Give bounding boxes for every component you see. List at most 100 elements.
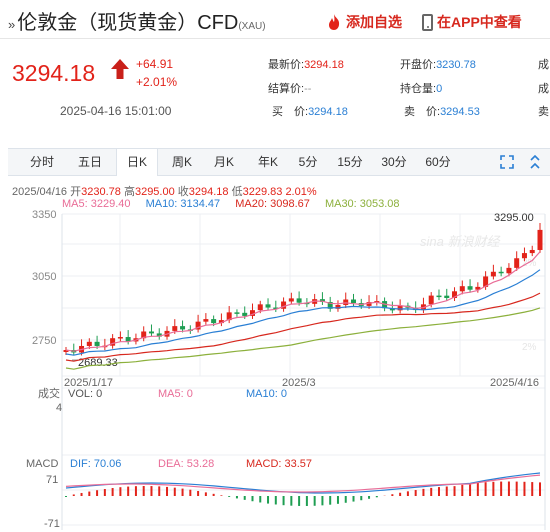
period-tabs: 分时 五日 日K 周K 月K 年K 5分 15分 30分 60分 <box>8 148 550 176</box>
ma5-value: MA5: 3229.40 <box>62 198 131 210</box>
macd-bar <box>150 486 153 496</box>
macd-bar <box>267 496 270 504</box>
candle <box>156 333 162 337</box>
candle <box>428 295 434 305</box>
right-tick-2: 2% <box>522 342 537 353</box>
ma-line <box>65 269 541 356</box>
macd-bar <box>259 496 262 503</box>
macd-title: MACD <box>26 458 58 470</box>
macd-bar <box>414 490 417 496</box>
macd-bar <box>329 496 332 505</box>
candle <box>459 286 465 292</box>
tab-five-day[interactable]: 五日 <box>77 155 102 169</box>
candle <box>94 341 100 346</box>
macd-bar <box>391 494 394 496</box>
macd-bar <box>399 492 402 496</box>
volume-title: 成交 <box>38 386 60 400</box>
macd-bar <box>500 481 503 496</box>
header-divider <box>0 38 550 39</box>
macd-bar <box>134 486 137 496</box>
candle <box>117 337 123 339</box>
stat-cut1b: 成 <box>538 83 549 95</box>
candle <box>110 338 116 346</box>
macd-bar <box>344 496 347 503</box>
y-tick-bottom: 2750 <box>32 335 56 347</box>
candle <box>327 302 333 309</box>
macd-bar <box>181 488 184 496</box>
candle <box>506 267 512 274</box>
macd-bar <box>492 481 495 496</box>
candle <box>249 310 255 316</box>
price-change-pct: +2.01% <box>136 75 178 89</box>
macd-bar <box>243 496 246 500</box>
macd-bar <box>515 481 518 496</box>
macd-bar <box>352 496 355 502</box>
candle <box>148 331 154 334</box>
candle <box>211 319 217 324</box>
collapse-icon[interactable] <box>528 155 542 169</box>
macd-bar <box>368 496 371 499</box>
macd-bar <box>539 482 541 496</box>
phone-icon <box>422 13 433 31</box>
candle <box>366 302 372 306</box>
macd-bar <box>274 496 277 505</box>
macd-bar <box>96 490 99 496</box>
tab-5min[interactable]: 5分 <box>298 155 318 169</box>
chart-watermark: sina 新浪财经 <box>420 234 501 249</box>
instrument-code: (XAU) <box>238 21 266 32</box>
candle <box>172 326 178 331</box>
candle <box>452 291 458 298</box>
macd-bar <box>189 489 192 496</box>
tab-yearly-k[interactable]: 年K <box>257 155 278 169</box>
open-app-button[interactable]: 在APP中查看 <box>422 12 522 32</box>
ma-legend: MA5: 3229.40 MA10: 3134.47 MA20: 3098.67… <box>62 198 400 210</box>
macd-bar <box>80 492 83 496</box>
ma-line <box>65 251 541 352</box>
macd-bar <box>437 487 440 496</box>
tab-intraday[interactable]: 分时 <box>29 155 54 169</box>
ma10-value: MA10: 3134.47 <box>145 198 221 210</box>
volume-ma5: MA5: 0 <box>158 388 193 400</box>
macd-bar <box>235 496 238 499</box>
title-prefix: » <box>8 17 16 32</box>
macd-bar <box>336 496 339 504</box>
page-title: » 伦敦金（现货黄金）CFD(XAU) <box>8 6 266 35</box>
candle <box>218 320 224 324</box>
candle <box>257 304 263 311</box>
macd-bar <box>360 496 363 501</box>
macd-axis-top: 71 <box>46 474 58 486</box>
max-price-label: 3295.00 <box>494 212 534 224</box>
macd-bar <box>469 483 472 496</box>
macd-bar <box>111 488 114 496</box>
fullscreen-icon[interactable] <box>500 155 514 169</box>
volume-ma10: MA10: 0 <box>246 388 287 400</box>
macd-bar <box>290 496 293 506</box>
macd-bar <box>313 496 316 506</box>
open-app-label: 在APP中查看 <box>437 14 522 30</box>
add-watchlist-button[interactable]: 添加自选 <box>326 12 402 32</box>
macd-macd: MACD: 33.57 <box>246 458 312 470</box>
tab-daily-k[interactable]: 日K <box>116 149 158 176</box>
stat-settle: 结算价:-- <box>268 83 312 95</box>
macd-bar <box>298 496 301 506</box>
macd-axis-bottom: -71 <box>44 518 60 530</box>
candle <box>444 295 450 298</box>
candle <box>389 308 395 311</box>
tab-60min[interactable]: 60分 <box>425 155 451 169</box>
macd-bar <box>531 482 534 496</box>
tab-30min[interactable]: 30分 <box>381 155 407 169</box>
candle <box>141 331 147 339</box>
tab-monthly-k[interactable]: 月K <box>213 155 234 169</box>
candle <box>335 305 341 309</box>
macd-bar <box>72 494 75 496</box>
candle <box>242 312 248 316</box>
candle <box>490 271 496 277</box>
macd-bar <box>406 491 409 496</box>
tab-15min[interactable]: 15分 <box>337 155 363 169</box>
tab-weekly-k[interactable]: 周K <box>171 155 192 169</box>
macd-bar <box>197 490 200 496</box>
macd-bar <box>127 486 130 496</box>
candle <box>521 253 527 259</box>
candle <box>529 249 535 254</box>
